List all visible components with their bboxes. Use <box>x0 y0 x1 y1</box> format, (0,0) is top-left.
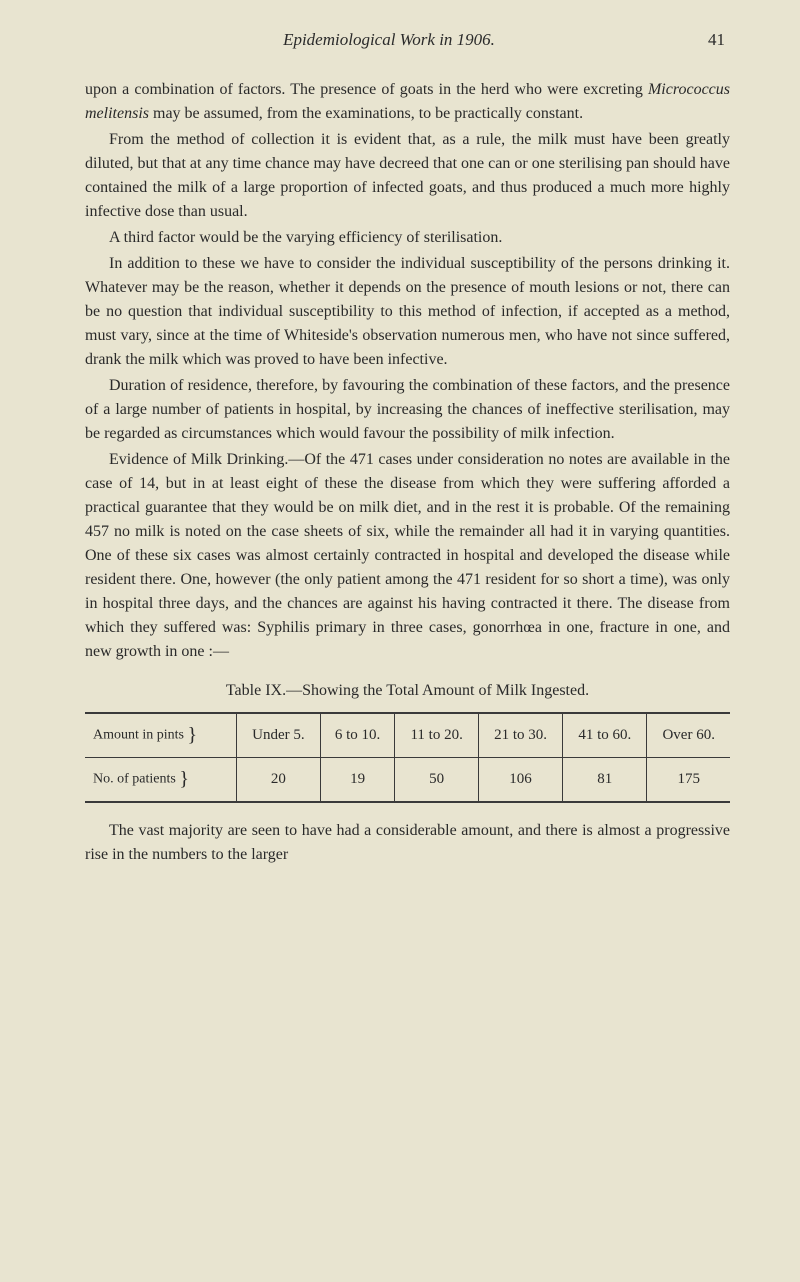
table-row-amount: Amount in pints } Under 5. 6 to 10. 11 t… <box>85 713 730 758</box>
paragraph-1: upon a combination of factors. The prese… <box>85 78 730 126</box>
page-number: 41 <box>708 30 725 50</box>
paragraph-3: A third factor would be the varying effi… <box>85 226 730 250</box>
milk-ingested-table: Amount in pints } Under 5. 6 to 10. 11 t… <box>85 712 730 803</box>
table-cell: 81 <box>563 758 647 803</box>
table-cell: Under 5. <box>237 713 321 758</box>
table-cell: 41 to 60. <box>563 713 647 758</box>
paragraph-6: Evidence of Milk Drinking.—Of the 471 ca… <box>85 448 730 664</box>
table-cell: 21 to 30. <box>478 713 562 758</box>
table-cell: 20 <box>237 758 321 803</box>
table-row-patients: No. of patients } 20 19 50 106 81 175 <box>85 758 730 803</box>
table-cell: 6 to 10. <box>320 713 395 758</box>
paragraph-1-text-a: upon a combination of factors. The prese… <box>85 81 648 98</box>
paragraph-7: The vast majority are seen to have had a… <box>85 819 730 867</box>
table-cell: 106 <box>478 758 562 803</box>
table-cell: 19 <box>320 758 395 803</box>
page-header: Epidemiological Work in 1906. 41 <box>85 30 730 50</box>
table-cell: 11 to 20. <box>395 713 479 758</box>
running-title: Epidemiological Work in 1906. <box>90 30 688 50</box>
paragraph-5: Duration of residence, therefore, by fav… <box>85 374 730 446</box>
row-label-amount: Amount in pints } <box>85 713 237 758</box>
paragraph-1-text-b: may be assumed, from the examinations, t… <box>149 105 583 122</box>
table-cell: Over 60. <box>647 713 730 758</box>
paragraph-4: In addition to these we have to consider… <box>85 252 730 372</box>
row-label-patients: No. of patients } <box>85 758 237 803</box>
paragraph-2: From the method of collection it is evid… <box>85 128 730 224</box>
table-cell: 175 <box>647 758 730 803</box>
table-caption: Table IX.—Showing the Total Amount of Mi… <box>85 682 730 700</box>
table-cell: 50 <box>395 758 479 803</box>
